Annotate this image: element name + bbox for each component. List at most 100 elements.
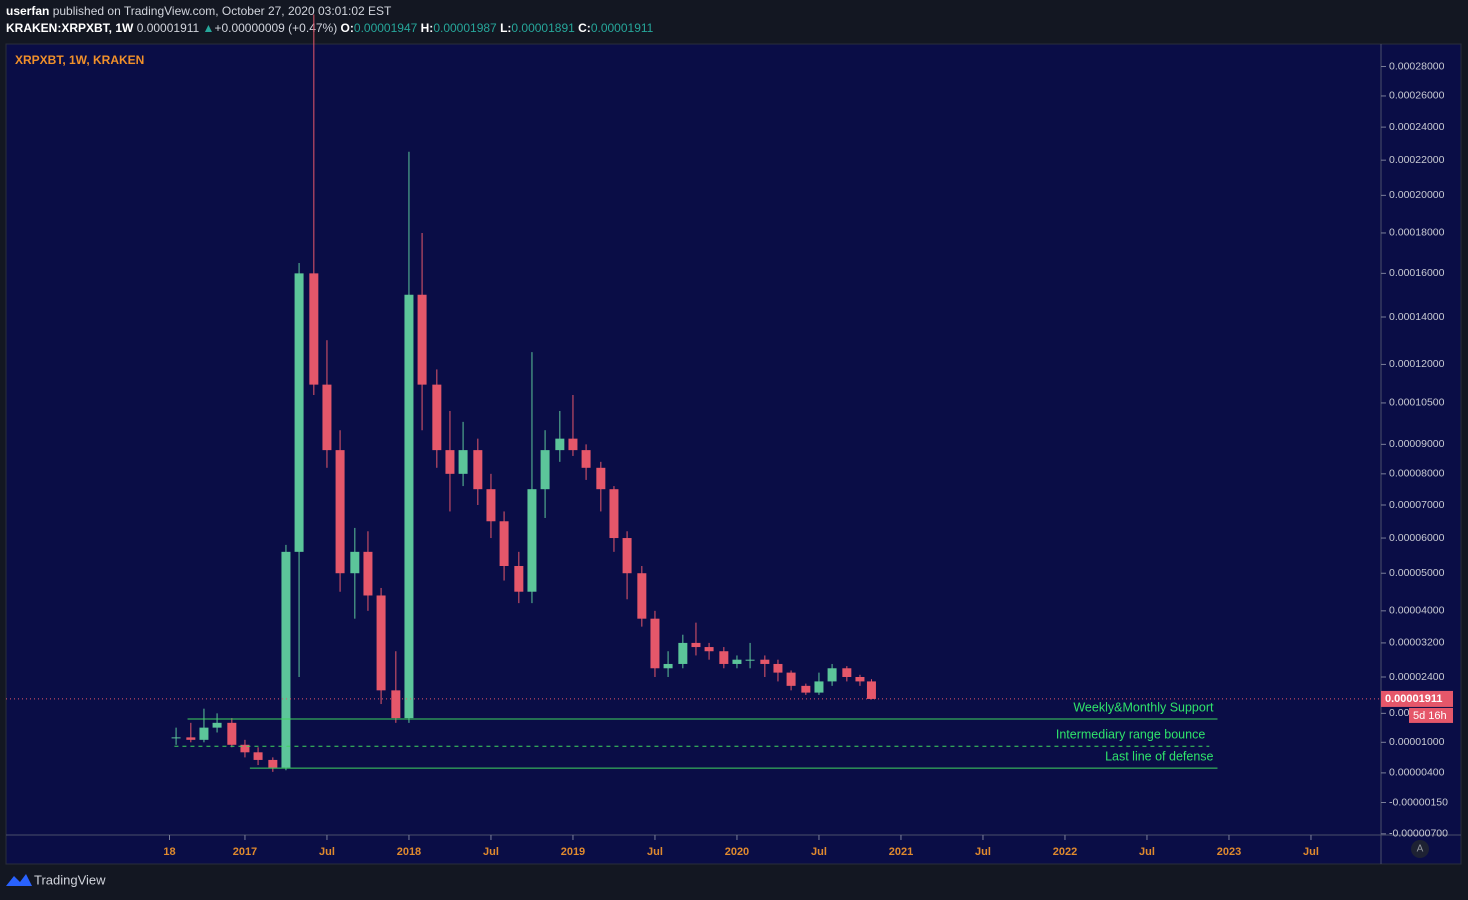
candle-body <box>568 438 578 451</box>
y-tick-label: -0.00000700 <box>1389 828 1448 840</box>
candle-body <box>432 384 442 451</box>
auto-button-label[interactable]: A <box>1417 844 1424 855</box>
candle-body <box>486 489 496 522</box>
candle-body <box>309 273 319 385</box>
plot: 0.00028000 0.00026000 0.00024000 0.00022000… <box>6 14 1453 858</box>
l: 0.00001891 <box>511 21 575 35</box>
y-tick-label: 0.00026000 <box>1389 90 1445 102</box>
l-label: L: <box>500 21 511 35</box>
y-tick-label: -0.00000150 <box>1389 796 1448 808</box>
auto-button[interactable] <box>1411 840 1429 858</box>
candle-body <box>842 668 852 677</box>
candle-body <box>760 659 770 664</box>
logo <box>6 874 32 886</box>
price: 0.00001911 <box>137 21 200 35</box>
y-tick-label: 0.00018000 <box>1389 227 1445 239</box>
y-tick-label: 0.00003200 <box>1389 637 1445 649</box>
x-tick-label: Jul <box>483 846 499 858</box>
candle-body <box>622 538 632 574</box>
candle-body <box>391 690 401 719</box>
x-tick-label: 18 <box>163 846 175 858</box>
candle-body <box>555 438 565 451</box>
candle-body <box>186 737 196 740</box>
y-tick-label: 0.00006000 <box>1389 532 1445 544</box>
countdown: 5d 16h <box>1413 710 1447 722</box>
candle-body <box>227 722 237 745</box>
last-price-box <box>1381 690 1453 707</box>
y-tick-label: 0.00028000 <box>1389 60 1445 72</box>
candle-body <box>855 676 865 682</box>
x-tick-label: Jul <box>647 846 663 858</box>
candle-body <box>540 450 550 490</box>
user[interactable]: userfan <box>6 4 49 18</box>
legend-line: KRAKEN:XRPXBT, 1W 0.00001911 ▲+0.0000000… <box>6 21 654 35</box>
candle-body <box>212 722 222 728</box>
last-price-label: 0.00001911 <box>1385 693 1443 705</box>
chart-panel <box>5 43 1462 865</box>
candle-body <box>704 647 714 652</box>
x-tick-label: 2020 <box>725 846 749 858</box>
brand[interactable]: TradingView <box>34 872 106 887</box>
chart-title: XRPXBT, 1W, KRAKEN <box>15 53 144 67</box>
candle-body <box>171 737 181 739</box>
candle-body <box>199 727 209 740</box>
x-tick-label: 2019 <box>561 846 585 858</box>
change: +0.00000009 (+0.47%) <box>214 21 337 35</box>
y-tick-label: 0.00010500 <box>1389 397 1445 409</box>
candle-body <box>376 595 386 691</box>
candle-body <box>281 551 291 768</box>
x-tick-label: Jul <box>1139 846 1155 858</box>
y-tick-label: 0.00009000 <box>1389 438 1445 450</box>
y-tick-label: 0.00001000 <box>1389 736 1445 748</box>
support-label: Intermediary range bounce <box>1056 728 1205 742</box>
candle-body <box>719 651 729 664</box>
candle-body <box>240 744 250 753</box>
candle-body <box>335 450 345 574</box>
y-tick-label: 0.00008000 <box>1389 468 1445 480</box>
h: 0.00001987 <box>433 21 497 35</box>
y-tick-label: 0.00005000 <box>1389 567 1445 579</box>
x-tick-label: Jul <box>1303 846 1319 858</box>
candle-body <box>322 384 332 451</box>
y-tick-label: 0.00007000 <box>1389 499 1445 511</box>
y-tick-label: 0.00000400 <box>1389 767 1445 779</box>
candle-body <box>596 467 606 490</box>
c: 0.00001911 <box>591 21 654 35</box>
candle-body <box>786 672 796 686</box>
candle-body <box>514 566 524 592</box>
o: 0.00001947 <box>354 21 418 35</box>
symbol: KRAKEN:XRPXBT, 1W <box>6 21 134 35</box>
x-tick-label: 2021 <box>889 846 913 858</box>
published: published on TradingView.com, October 27… <box>53 4 392 18</box>
candle-body <box>637 573 647 619</box>
y-tick-label: 0.00024000 <box>1389 121 1445 133</box>
o-label: O: <box>341 21 354 35</box>
candle-body <box>814 681 824 693</box>
x-tick-label: 2017 <box>233 846 257 858</box>
y-tick-label: 0.00012000 <box>1389 358 1445 370</box>
candle-body <box>527 489 537 592</box>
candle-body <box>350 551 360 574</box>
support-label: Last line of defense <box>1105 749 1213 763</box>
candle-body <box>499 521 509 567</box>
y-tick-label: 0.00022000 <box>1389 154 1445 166</box>
candle-body <box>581 450 591 468</box>
support-label: Weekly&Monthly Support <box>1073 700 1214 714</box>
candle-body <box>404 294 414 719</box>
countdown-box <box>1409 707 1453 723</box>
x-tick-label: Jul <box>975 846 991 858</box>
h-label: H: <box>421 21 434 35</box>
candle-body <box>827 668 837 682</box>
y-tick-label: 0.00002400 <box>1389 671 1445 683</box>
candle-body <box>773 663 783 673</box>
candle-body <box>650 618 660 669</box>
y-tick-label: 0.00014000 <box>1389 311 1445 323</box>
candle-body <box>417 294 427 385</box>
candle-body <box>294 273 304 552</box>
arrow: ▲ <box>203 21 215 35</box>
y-tick-label: 0.00020000 <box>1389 189 1445 201</box>
candle-body <box>458 450 468 474</box>
candle-body <box>363 551 373 596</box>
x-tick-label: Jul <box>811 846 827 858</box>
